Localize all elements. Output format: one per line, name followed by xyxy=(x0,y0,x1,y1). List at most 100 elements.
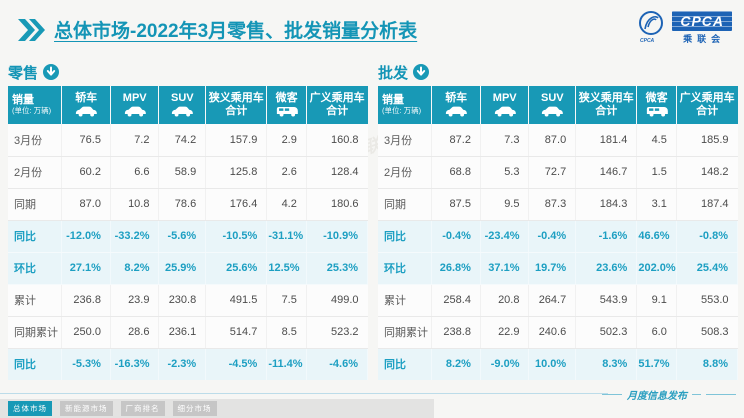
table-cell: -4.6% xyxy=(306,348,369,380)
table-cell: -5.6% xyxy=(158,220,207,253)
retail-section-header: 零售 xyxy=(8,60,368,84)
table-cell: 8.8% xyxy=(676,348,739,380)
car-icon xyxy=(494,106,516,117)
retail-section: 零售 销量 (单位: 万辆) 轿车 MPV SUV 狭义乘用车 合计 微客 广义乘用车 合计 3月份… xyxy=(8,60,369,380)
double-chevron-icon xyxy=(18,18,45,41)
table-cell: 10.0% xyxy=(528,348,577,380)
table-cell: -0.4% xyxy=(528,220,577,253)
table-cell: -2.3% xyxy=(158,348,207,380)
table-row: 同比 -0.4% -23.4% -0.4% -1.6% 46.6% -0.8% xyxy=(378,220,739,253)
table-cell: 23.6% xyxy=(575,252,638,285)
release-label-group: 月度信息发布 xyxy=(602,387,736,402)
table-cell: 543.9 xyxy=(575,284,638,317)
table-cell: -12.0% xyxy=(61,220,111,253)
bottom-tab-overall[interactable]: 总体市场 xyxy=(8,401,52,416)
table-cell: -5.3% xyxy=(61,348,111,380)
table-cell: 8.2% xyxy=(110,252,160,285)
table-cell: 180.6 xyxy=(306,188,368,221)
table-cell: 19.7% xyxy=(528,252,577,285)
table-row: 同期 87.5 9.5 87.3 184.3 3.1 187.4 xyxy=(378,188,738,221)
cpca-emblem-icon: CPCA xyxy=(639,11,664,44)
table-cell: 7.2 xyxy=(110,124,160,157)
release-label: 月度信息发布 xyxy=(627,391,687,402)
wholesale-table: 销量 (单位: 万辆) 轿车 MPV SUV 狭义乘用车 合计 微客 广义乘用车 合计 3月份 87.… xyxy=(378,86,739,380)
table-cell: 264.7 xyxy=(528,284,577,317)
decorative-dash xyxy=(692,394,701,395)
table-cell: 6.0 xyxy=(636,316,677,349)
row-label: 同期累计 xyxy=(8,316,63,349)
bottom-tab-nev[interactable]: 新能源市场 xyxy=(60,401,113,416)
table-cell: 12.5% xyxy=(266,252,307,285)
table-cell: 2.9 xyxy=(266,124,307,157)
table-cell: 184.3 xyxy=(575,188,638,221)
retail-table: 销量 (单位: 万辆) 轿车 MPV SUV 狭义乘用车 合计 微客 广义乘用车 合计 3月份 76.… xyxy=(8,86,369,380)
table-cell: -1.6% xyxy=(575,220,638,253)
car-icon xyxy=(124,106,146,117)
table-cell: 68.8 xyxy=(431,156,481,189)
table-cell: 2.6 xyxy=(266,156,307,189)
bottom-tab-oem-rank[interactable]: 厂商排名 xyxy=(120,401,165,416)
table-cell: 22.9 xyxy=(480,316,530,349)
table-row: 同期累计 250.0 28.6 236.1 514.7 8.5 523.2 xyxy=(8,316,368,349)
column-header-suv: SUV xyxy=(158,86,207,124)
table-row: 3月份 87.2 7.3 87.0 181.4 4.5 185.9 xyxy=(378,124,738,157)
column-header-sedan: 轿车 xyxy=(431,86,481,124)
table-cell: 148.2 xyxy=(676,156,738,189)
table-cell: 508.3 xyxy=(676,316,738,349)
page-title: 总体市场-2022年3月零售、批发销量分析表 xyxy=(54,21,418,42)
table-cell: 240.6 xyxy=(528,316,577,349)
column-header-sedan: 轿车 xyxy=(61,86,111,124)
header-row: 销量 (单位: 万辆) 轿车 MPV SUV 狭义乘用车 合计 微客 广义乘用车 合计 xyxy=(8,86,368,124)
column-header-mpv: MPV xyxy=(110,86,160,124)
column-header-microvan: 微客 xyxy=(266,86,307,124)
table-cell: 181.4 xyxy=(575,124,638,157)
table-cell: 72.7 xyxy=(528,156,577,189)
column-header-suv: SUV xyxy=(528,86,577,124)
table-cell: 1.5 xyxy=(636,156,677,189)
table-row: 3月份 76.5 7.2 74.2 157.9 2.9 160.8 xyxy=(8,124,368,157)
table-cell: 502.3 xyxy=(575,316,638,349)
bottom-tab-bar: 总体市场 新能源市场 厂商排名 细分市场 xyxy=(0,399,434,418)
table-row: 2月份 68.8 5.3 72.7 146.7 1.5 148.2 xyxy=(378,156,738,189)
table-cell: 236.8 xyxy=(61,284,111,317)
table-row: 同比 -12.0% -33.2% -5.6% -10.5% -31.1% -10.9% xyxy=(8,220,369,253)
column-header-broad-total: 广义乘用车 合计 xyxy=(306,86,368,124)
wholesale-section: 批发 销量 (单位: 万辆) 轿车 MPV SUV 狭义乘用车 合计 微客 广义乘用车 合计 3月份… xyxy=(378,60,739,380)
cpca-logo: CPCA CPCA 乘联会 xyxy=(636,9,732,47)
row-label: 同期 xyxy=(8,188,63,221)
table-cell: 160.8 xyxy=(306,124,368,157)
table-cell: 20.8 xyxy=(480,284,530,317)
row-label: 2月份 xyxy=(378,156,433,189)
table-cell: 157.9 xyxy=(205,124,268,157)
row-label: 2月份 xyxy=(8,156,63,189)
table-cell: 185.9 xyxy=(676,124,738,157)
table-cell: 87.0 xyxy=(528,124,577,157)
table-cell: 9.1 xyxy=(636,284,677,317)
table-row: 同比 8.2% -9.0% 10.0% 8.3% 51.7% 8.8% xyxy=(378,348,739,380)
table-cell: 128.4 xyxy=(306,156,368,189)
table-cell: 238.8 xyxy=(431,316,481,349)
row-label: 同期累计 xyxy=(378,316,433,349)
table-cell: 4.2 xyxy=(266,188,307,221)
table-cell: 27.1% xyxy=(61,252,111,285)
table-cell: -9.0% xyxy=(480,348,530,380)
table-row: 同期 87.0 10.8 78.6 176.4 4.2 180.6 xyxy=(8,188,368,221)
table-row: 同比 -5.3% -16.3% -2.3% -4.5% -11.4% -4.6% xyxy=(8,348,369,380)
table-cell: 26.8% xyxy=(431,252,481,285)
table-cell: 8.5 xyxy=(266,316,307,349)
table-cell: -0.8% xyxy=(676,220,739,253)
table-row: 累计 258.4 20.8 264.7 543.9 9.1 553.0 xyxy=(378,284,738,317)
table-cell: 58.9 xyxy=(158,156,207,189)
table-cell: 46.6% xyxy=(636,220,677,253)
bottom-tab-segments[interactable]: 细分市场 xyxy=(172,401,217,416)
table-cell: 9.5 xyxy=(480,188,530,221)
table-cell: 87.3 xyxy=(528,188,577,221)
column-header-narrow-total: 狭义乘用车 合计 xyxy=(205,86,268,124)
table-cell: 74.2 xyxy=(158,124,207,157)
table-cell: 230.8 xyxy=(158,284,207,317)
section-label-retail: 零售 xyxy=(8,64,39,82)
table-cell: 28.6 xyxy=(110,316,160,349)
row-label: 环比 xyxy=(8,252,63,285)
table-row: 同期累计 238.8 22.9 240.6 502.3 6.0 508.3 xyxy=(378,316,738,349)
table-cell: 25.6% xyxy=(205,252,268,285)
